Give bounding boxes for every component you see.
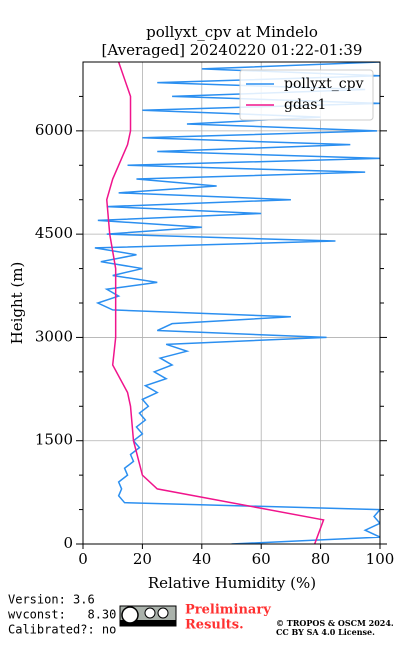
chart-title: pollyxt_cpv at Mindelo [146, 23, 318, 41]
x-axis-label: Relative Humidity (%) [148, 574, 316, 592]
y-tick-label: 3000 [35, 327, 73, 345]
x-tick-label: 40 [192, 550, 211, 568]
legend-label: pollyxt_cpv [284, 76, 364, 92]
x-tick-label: 80 [311, 550, 330, 568]
y-tick-label: 0 [63, 534, 73, 552]
y-tick-label: 6000 [35, 121, 73, 139]
x-tick-label: 0 [78, 550, 88, 568]
footer-text: wvconst: 8.30 [8, 608, 116, 622]
chart-subtitle: [Averaged] 20240220 01:22-01:39 [102, 41, 363, 59]
legend-box [239, 69, 374, 121]
y-tick-label: 1500 [35, 431, 73, 449]
plot-frame [82, 61, 381, 545]
data-line [94, 62, 380, 544]
preliminary-note: Results. [185, 618, 244, 633]
y-axis-label: Height (m) [8, 262, 26, 345]
x-tick-label: 60 [252, 550, 271, 568]
cc-logo [119, 605, 177, 627]
footer-text: Version: 3.6 [8, 593, 95, 607]
data-line [106, 62, 325, 544]
x-tick-label: 100 [366, 550, 395, 568]
legend-label: gdas1 [284, 97, 326, 113]
legend: pollyxt_cpv gdas1 [239, 69, 374, 121]
preliminary-note: Preliminary [185, 603, 271, 618]
license: CC BY SA 4.0 License. [276, 627, 375, 637]
y-tick-label: 4500 [35, 224, 73, 242]
footer-text: Calibrated?: no [8, 623, 116, 637]
copyright: © TROPOS & OSCM 2024. [276, 618, 394, 628]
x-tick-label: 20 [133, 550, 152, 568]
